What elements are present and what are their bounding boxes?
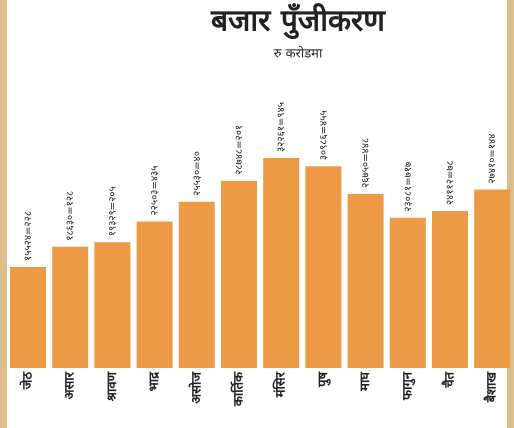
value-label: १९३२९=२०५ xyxy=(107,186,118,236)
x-tick-label: भाद्र xyxy=(147,371,162,392)
value-label: ३२२६१=९४५ xyxy=(276,102,287,152)
value-label: २७४१०=१४४ xyxy=(487,134,498,184)
bar xyxy=(432,211,468,368)
bar xyxy=(305,166,342,368)
value-label: १५५२४=२२८ xyxy=(23,211,34,261)
bar xyxy=(10,266,46,368)
x-tick-label: बैशाख xyxy=(484,371,500,404)
value-label: २६७५०=४४८ xyxy=(361,138,372,188)
bar xyxy=(136,221,173,368)
x-tick-label: चैत xyxy=(442,371,458,388)
bar xyxy=(347,193,384,368)
chart-title: बजार पुँजीकरण xyxy=(210,3,386,40)
x-tick-label: पुष xyxy=(316,372,331,388)
value-label: २५५३०=४० xyxy=(192,151,203,196)
x-tick-label: श्रावण xyxy=(105,371,120,402)
value-label: २३०८१=७१७ xyxy=(403,162,414,212)
bar xyxy=(263,158,300,368)
bar xyxy=(474,189,511,368)
value-label: ३०९८६=४५५ xyxy=(318,110,329,160)
x-tick-label: फागुन xyxy=(400,371,415,401)
bar xyxy=(221,180,257,368)
x-tick-label: जेठ xyxy=(20,371,36,391)
x-tick-label: मंसिर xyxy=(273,371,289,398)
bar xyxy=(178,201,215,368)
bar xyxy=(94,242,131,368)
bar xyxy=(389,217,426,368)
value-label: १८६३०=१२८ xyxy=(65,191,76,241)
x-tick-label: माघ xyxy=(358,371,373,392)
value-label: २८७४८=२०१ xyxy=(234,125,245,175)
bar xyxy=(52,246,89,368)
x-tick-label: असोज xyxy=(188,371,204,404)
value-label: २४११२=७८ xyxy=(445,160,456,205)
chart-subtitle: रु करोडमा xyxy=(274,46,323,62)
x-tick-label: असार xyxy=(63,371,78,399)
value-label: २२५०३=४३५ xyxy=(150,166,161,216)
x-tick-label: कार्तिक xyxy=(231,371,247,407)
